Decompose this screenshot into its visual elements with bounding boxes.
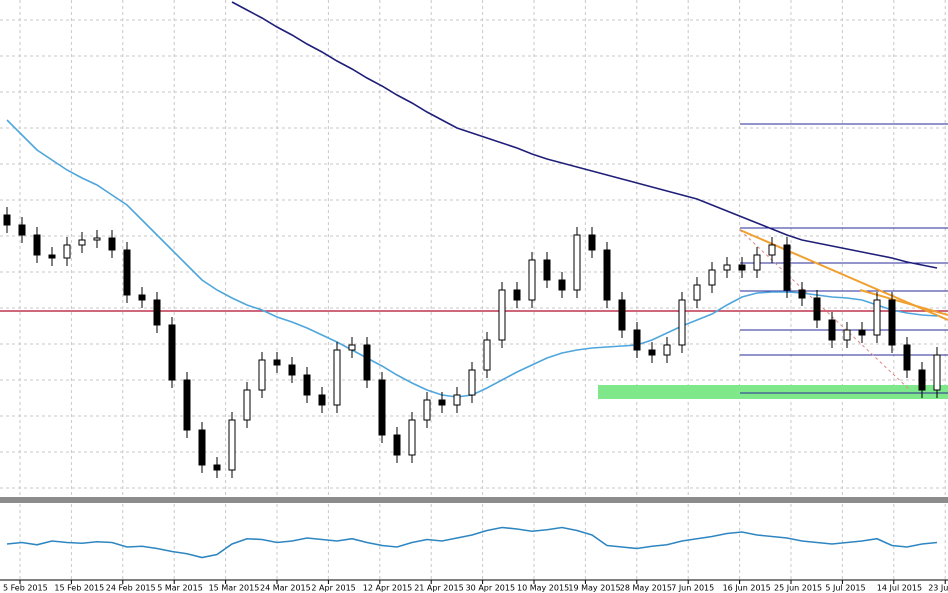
- x-tick-label: 12 Apr 2015: [363, 584, 412, 593]
- candle-body: [528, 259, 536, 301]
- x-tick-label: 14 Jul 2015: [877, 584, 922, 593]
- x-tick-label: 28 May 2015: [620, 584, 672, 593]
- oscillator-line: [6, 526, 938, 559]
- candle-body: [138, 294, 146, 301]
- candle-body: [243, 389, 251, 421]
- candle-body: [888, 299, 896, 346]
- trend-line: [859, 289, 948, 316]
- x-tick-label: 5 Feb 2015: [3, 584, 48, 593]
- candle-body: [108, 237, 116, 251]
- candle-body: [303, 374, 311, 396]
- x-tick-label: 25 Jun 2015: [774, 584, 822, 593]
- candle-body: [918, 369, 926, 391]
- candle-body: [498, 289, 506, 341]
- candle-body: [273, 359, 281, 366]
- x-tick-label: 21 Apr 2015: [414, 584, 463, 593]
- candle-body: [48, 254, 56, 259]
- candle-body: [78, 239, 86, 246]
- candle-body: [183, 379, 191, 431]
- candle-body: [213, 464, 221, 471]
- candles: [3, 207, 941, 478]
- x-tick-label: 24 Feb 2015: [106, 584, 156, 593]
- x-tick-label: 10 May 2015: [517, 584, 569, 593]
- candle-body: [393, 434, 401, 456]
- x-tick-label: 2 Apr 2015: [311, 584, 355, 593]
- x-axis: 5 Feb 2015 15 Feb 2015 24 Feb 2015 5 Mar 20…: [3, 580, 948, 593]
- candle-body: [873, 299, 881, 336]
- candle-body: [708, 269, 716, 286]
- candle-body: [813, 297, 821, 321]
- candle-body: [723, 264, 731, 271]
- x-tick-label: 23 Jul 2015: [928, 584, 948, 593]
- candle-body: [468, 369, 476, 396]
- moving-average: [231, 1, 938, 269]
- candle-body: [543, 259, 551, 281]
- candle-body: [663, 344, 671, 356]
- x-tick-label: 24 Mar 2015: [260, 584, 311, 593]
- candle-body: [258, 359, 266, 391]
- x-tick-label: 16 Jun 2015: [723, 584, 771, 593]
- candle-body: [783, 244, 791, 291]
- candle-body: [423, 399, 431, 421]
- candle-body: [903, 344, 911, 371]
- candle-body: [768, 244, 776, 256]
- candle-body: [588, 234, 596, 251]
- candle-body: [828, 319, 836, 341]
- candle-body: [438, 399, 446, 406]
- candle-body: [288, 364, 296, 376]
- candle-body: [318, 394, 326, 406]
- candle-body: [453, 394, 461, 406]
- support-zone: [598, 385, 948, 399]
- x-tick-label: 15 Mar 2015: [209, 584, 260, 593]
- x-tick-label: 5 Jul 2015: [825, 584, 865, 593]
- candle-body: [573, 234, 581, 291]
- candle-body: [693, 284, 701, 301]
- pane-separator: [0, 497, 948, 503]
- candle-body: [198, 429, 206, 466]
- x-tick-label: 19 May 2015: [568, 584, 620, 593]
- x-tick-label: 5 Mar 2015: [157, 584, 203, 593]
- candle-body: [153, 299, 161, 326]
- candle-body: [618, 299, 626, 331]
- candle-body: [63, 244, 71, 259]
- x-tick-label: 15 Feb 2015: [54, 584, 104, 593]
- candle-body: [378, 379, 386, 436]
- candle-body: [363, 344, 371, 381]
- candle-body: [348, 344, 356, 351]
- candle-body: [648, 349, 656, 356]
- candle-body: [678, 299, 686, 346]
- oscillator-pane: [0, 526, 948, 581]
- x-tick-label: 7 Jun 2015: [671, 584, 714, 593]
- candle-body: [753, 254, 761, 271]
- candle-body: [408, 419, 416, 456]
- candle-body: [33, 234, 41, 256]
- candle-body: [633, 329, 641, 351]
- candle-body: [3, 214, 11, 226]
- candle-body: [483, 339, 491, 371]
- candle-body: [933, 354, 941, 391]
- candle-body: [18, 224, 26, 236]
- candle-body: [123, 249, 131, 296]
- candle-body: [603, 249, 611, 301]
- candle-body: [558, 279, 566, 291]
- candle-body: [168, 324, 176, 381]
- candle-body: [738, 264, 746, 271]
- candle-body: [843, 329, 851, 341]
- candle-body: [93, 237, 101, 241]
- x-tick-label: 30 Apr 2015: [466, 584, 515, 593]
- candle-body: [228, 419, 236, 471]
- candle-body: [858, 329, 866, 336]
- candle-body: [798, 289, 806, 299]
- candle-body: [333, 349, 341, 406]
- candle-body: [513, 289, 521, 301]
- fib-diagonal: [739, 229, 911, 391]
